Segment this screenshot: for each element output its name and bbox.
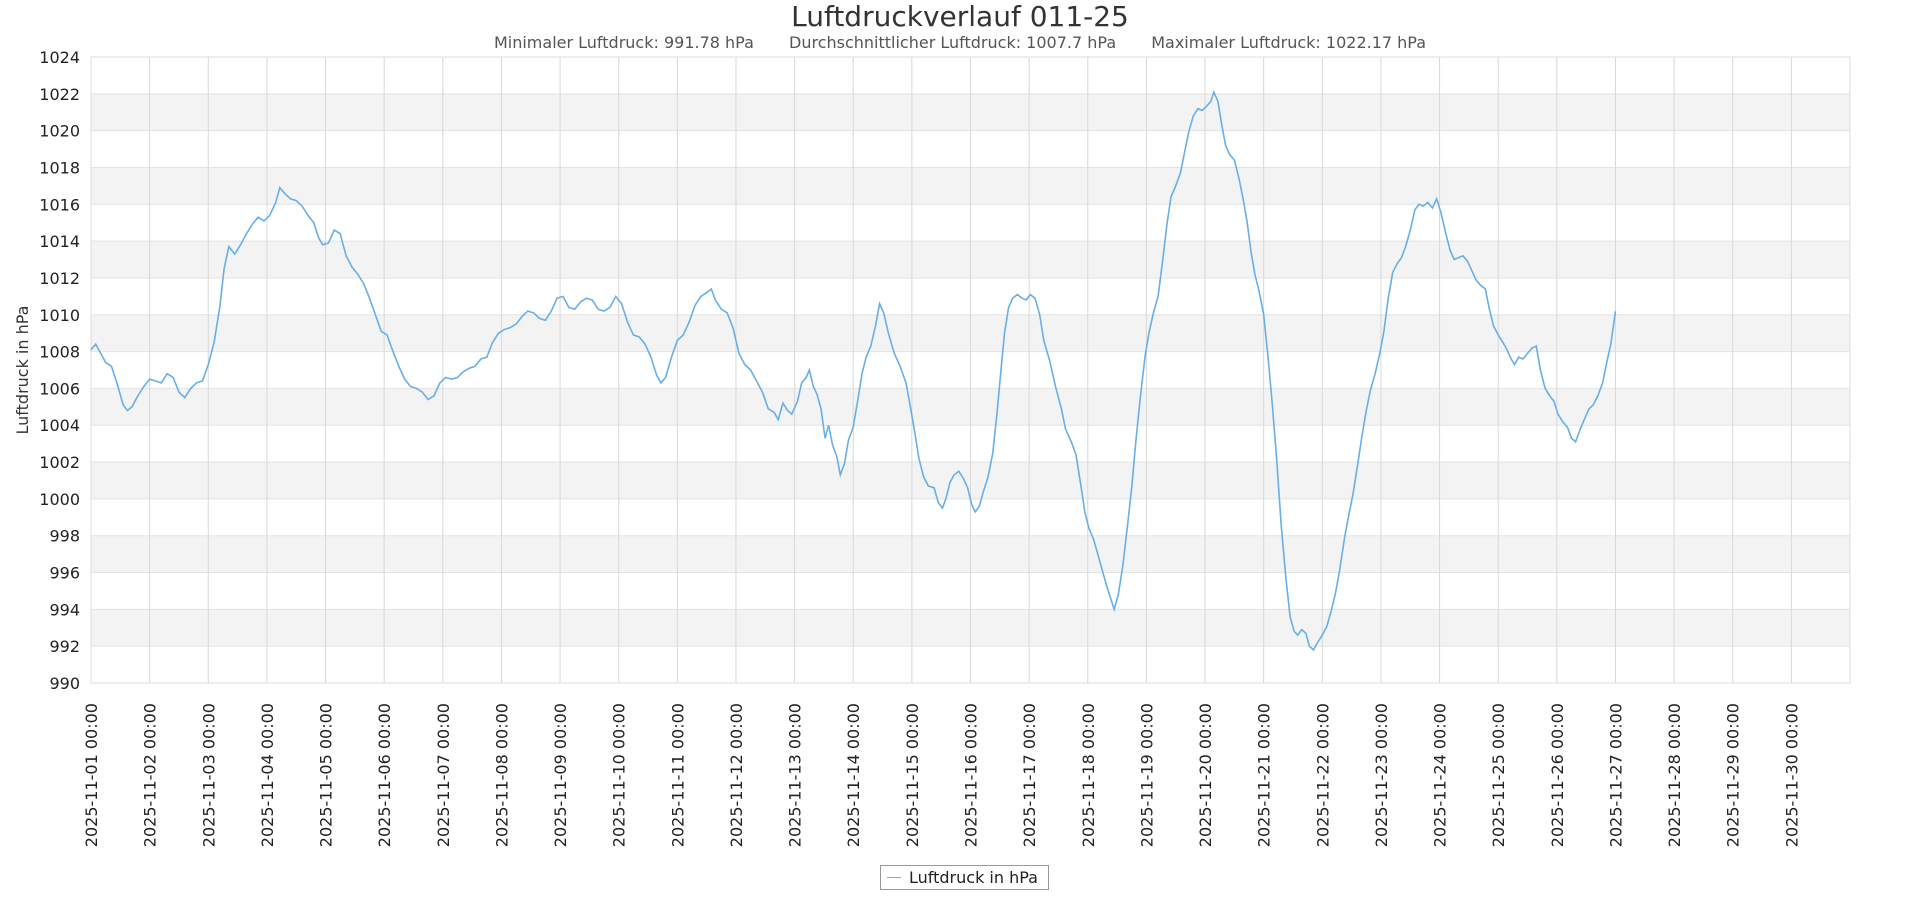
chart-title: Luftdruckverlauf 011-25	[791, 0, 1129, 33]
y-tick-label: 1014	[39, 232, 80, 251]
x-tick-label: 2025-11-20 00:00	[1196, 703, 1215, 847]
legend-line-icon	[887, 877, 901, 878]
x-tick-label: 2025-11-08 00:00	[492, 703, 511, 847]
y-tick-label: 1004	[39, 416, 80, 435]
x-grid-lines	[90, 57, 1792, 683]
y-tick-label: 990	[49, 674, 80, 693]
y-tick-label: 994	[49, 600, 80, 619]
x-tick-label: 2025-11-01 00:00	[82, 703, 101, 847]
y-tick-label: 1006	[39, 379, 80, 398]
y-tick-label: 1008	[39, 343, 80, 362]
x-tick-label: 2025-11-15 00:00	[903, 703, 922, 847]
y-tick-label: 1020	[39, 122, 80, 141]
x-tick-label: 2025-11-25 00:00	[1489, 703, 1508, 847]
plot-frame	[90, 56, 1851, 684]
x-tick-label: 2025-11-14 00:00	[844, 703, 863, 847]
x-tick-label: 2025-11-19 00:00	[1137, 703, 1156, 847]
x-tick-label: 2025-11-09 00:00	[551, 703, 570, 847]
y-tick-label: 992	[49, 637, 80, 656]
x-tick-label: 2025-11-10 00:00	[610, 703, 629, 847]
y-tick-label: 1018	[39, 158, 80, 177]
x-tick-label: 2025-11-06 00:00	[375, 703, 394, 847]
x-tick-label: 2025-11-23 00:00	[1372, 703, 1391, 847]
x-tick-label: 2025-11-21 00:00	[1255, 703, 1274, 847]
y-tick-label: 1016	[39, 195, 80, 214]
x-tick-label: 2025-11-30 00:00	[1782, 703, 1801, 847]
y-tick-label: 998	[49, 527, 80, 546]
x-tick-label: 2025-11-26 00:00	[1548, 703, 1567, 847]
x-tick-label: 2025-11-29 00:00	[1724, 703, 1743, 847]
x-tick-label: 2025-11-04 00:00	[258, 703, 277, 847]
y-tick-label: 1012	[39, 269, 80, 288]
y-tick-label: 1024	[39, 48, 80, 67]
x-tick-label: 2025-11-03 00:00	[199, 703, 218, 847]
x-tick-label: 2025-11-07 00:00	[434, 703, 453, 847]
x-tick-label: 2025-11-02 00:00	[141, 703, 160, 847]
y-tick-label: 1002	[39, 453, 80, 472]
subtitle-max: Maximaler Luftdruck: 1022.17 hPa	[1151, 33, 1427, 52]
x-tick-label: 2025-11-24 00:00	[1431, 703, 1450, 847]
legend-label: Luftdruck in hPa	[909, 868, 1038, 887]
x-tick-label: 2025-11-28 00:00	[1665, 703, 1684, 847]
series-line	[90, 89, 1617, 652]
subtitle-min: Minimaler Luftdruck: 991.78 hPa	[493, 33, 754, 52]
x-tick-label: 2025-11-17 00:00	[1020, 703, 1039, 847]
y-tick-label: 996	[49, 564, 80, 583]
x-tick-label: 2025-11-12 00:00	[727, 703, 746, 847]
subtitle-avg: Durchschnittlicher Luftdruck: 1007.7 hPa	[789, 33, 1117, 52]
x-tick-label: 2025-11-18 00:00	[1079, 703, 1098, 847]
x-tick-label: 2025-11-22 00:00	[1313, 703, 1332, 847]
y-tick-label: 1000	[39, 490, 80, 509]
legend[interactable]: Luftdruck in hPa	[880, 865, 1049, 890]
chart-subtitles: Minimaler Luftdruck: 991.78 hPa Durchsch…	[0, 33, 1920, 52]
x-tick-label: 2025-11-16 00:00	[962, 703, 981, 847]
x-tick-label: 2025-11-05 00:00	[317, 703, 336, 847]
x-tick-label: 2025-11-11 00:00	[668, 703, 687, 847]
y-tick-label: 1022	[39, 85, 80, 104]
x-tick-labels: 2025-11-01 00:00 2025-11-02 00:00 2025-11-…	[82, 703, 1801, 847]
x-tick-label: 2025-11-27 00:00	[1606, 703, 1625, 847]
y-tick-label: 1010	[39, 306, 80, 325]
y-tick-labels: 990 992 994 996 998 1000 1002 1004 1006 1008 1010 1…	[39, 48, 80, 693]
y-axis-label: Luftdruck in hPa	[13, 306, 32, 435]
x-tick-label: 2025-11-13 00:00	[786, 703, 805, 847]
